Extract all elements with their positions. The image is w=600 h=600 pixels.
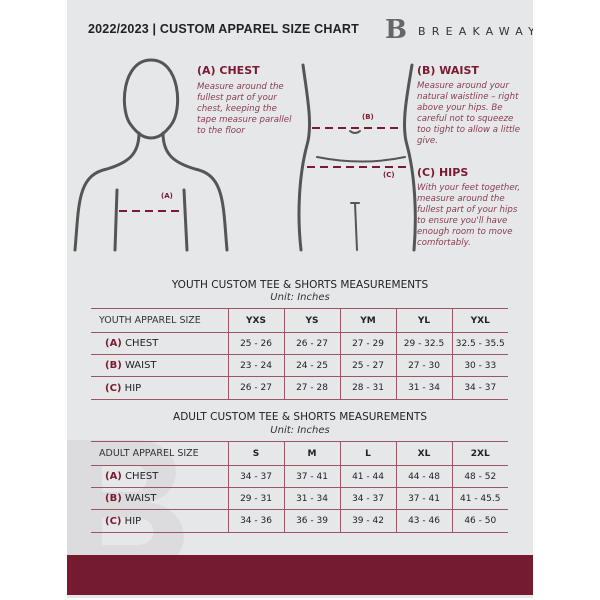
size-header: YM xyxy=(340,308,397,333)
hip-marker: (C) xyxy=(383,171,395,179)
table-row: (C) HIP 26 - 27 27 - 28 28 - 31 31 - 34 34 -… xyxy=(91,376,508,400)
cell: 43 - 46 xyxy=(396,509,453,533)
cell: 27 - 30 xyxy=(396,354,453,377)
cell: 27 - 28 xyxy=(284,376,341,400)
table-header-row: ADULT APPAREL SIZE S M L XL 2XL xyxy=(91,441,508,466)
size-header: YXL xyxy=(470,315,490,326)
size-header: XL xyxy=(396,441,453,466)
cell: 29 - 31 xyxy=(228,487,285,510)
cell: 48 - 52 xyxy=(464,471,497,482)
youth-size-table: YOUTH APPAREL SIZE YXS YS YM YL YXL (A) … xyxy=(91,308,508,400)
cell: 34 - 37 xyxy=(340,487,397,510)
cell: 31 - 34 xyxy=(284,487,341,510)
size-header: 2XL xyxy=(470,448,490,459)
table-row: (A) CHEST 34 - 37 37 - 41 41 - 44 44 - 48 48… xyxy=(91,465,508,488)
size-chart-page: 2022/2023 | CUSTOM APPAREL SIZE CHART B … xyxy=(67,0,533,598)
cell: 28 - 31 xyxy=(340,376,397,400)
cell: 41 - 45.5 xyxy=(460,493,501,504)
table-row: (C) HIP 34 - 36 36 - 39 39 - 42 43 - 46 46 -… xyxy=(91,509,508,533)
waist-description: Measure around your natural waistline – … xyxy=(417,81,520,146)
cell: 25 - 26 xyxy=(228,332,285,355)
body-figures xyxy=(73,58,417,252)
brand-logo-icon: B xyxy=(385,15,407,45)
adult-unit: Unit: Inches xyxy=(270,425,330,436)
hips-description: With your feet together, measure around … xyxy=(417,183,521,248)
row-label: (C) HIP xyxy=(91,509,229,533)
youth-table-title: YOUTH CUSTOM TEE & SHORTS MEASUREMENTS xyxy=(171,279,429,291)
row-label: (C) HIP xyxy=(91,376,229,400)
row-label: (A) CHEST xyxy=(91,465,229,488)
row-label: (B) WAIST xyxy=(91,354,229,377)
table-row: (B) WAIST 29 - 31 31 - 34 34 - 37 37 - 41 41… xyxy=(91,487,508,510)
cell: 26 - 27 xyxy=(284,332,341,355)
hips-heading: (C) HIPS xyxy=(417,166,469,179)
adult-table-title: ADULT CUSTOM TEE & SHORTS MEASUREMENTS xyxy=(173,411,427,423)
size-header: M xyxy=(284,441,341,466)
cell: 27 - 29 xyxy=(340,332,397,355)
cell: 41 - 44 xyxy=(340,465,397,488)
brand-name: BREAKAWAY xyxy=(418,25,533,38)
chest-description: Measure around the fullest part of your … xyxy=(197,82,292,136)
lower-body-outline xyxy=(297,63,417,252)
cell: 39 - 42 xyxy=(340,509,397,533)
cell: 24 - 25 xyxy=(284,354,341,377)
row-label: (A) CHEST xyxy=(91,332,229,355)
waist-heading: (B) WAIST xyxy=(417,64,479,77)
cell: 32.5 - 35.5 xyxy=(455,338,505,349)
measure-lines xyxy=(119,127,411,212)
page-title: 2022/2023 | CUSTOM APPAREL SIZE CHART xyxy=(88,22,359,36)
youth-unit: Unit: Inches xyxy=(270,292,330,303)
cell: 34 - 37 xyxy=(464,383,497,393)
cell: 26 - 27 xyxy=(228,376,285,400)
cell: 31 - 34 xyxy=(396,376,453,400)
cell: 46 - 50 xyxy=(464,516,497,526)
table-header-row: YOUTH APPAREL SIZE YXS YS YM YL YXL xyxy=(91,308,508,333)
cell: 30 - 33 xyxy=(464,360,497,371)
header-label: YOUTH APPAREL SIZE xyxy=(91,308,229,333)
cell: 34 - 37 xyxy=(228,465,285,488)
cell: 34 - 36 xyxy=(228,509,285,533)
waist-marker: (B) xyxy=(362,113,374,121)
cell: 37 - 41 xyxy=(396,487,453,510)
cell: 23 - 24 xyxy=(228,354,285,377)
size-header: YL xyxy=(396,308,453,333)
table-row: (A) CHEST 25 - 26 26 - 27 27 - 29 29 - 32.5… xyxy=(91,332,508,355)
cell: 37 - 41 xyxy=(284,465,341,488)
size-header: L xyxy=(340,441,397,466)
header-label: ADULT APPAREL SIZE xyxy=(91,441,229,466)
table-row: (B) WAIST 23 - 24 24 - 25 25 - 27 27 - 30 30… xyxy=(91,354,508,377)
size-header: S xyxy=(228,441,285,466)
cell: 36 - 39 xyxy=(284,509,341,533)
size-header: YS xyxy=(284,308,341,333)
cell: 29 - 32.5 xyxy=(396,332,453,355)
footer-band xyxy=(67,555,533,595)
chest-marker: (A) xyxy=(161,192,173,200)
cell: 44 - 48 xyxy=(396,465,453,488)
cell: 25 - 27 xyxy=(340,354,397,377)
row-label: (B) WAIST xyxy=(91,487,229,510)
chest-heading: (A) CHEST xyxy=(197,64,260,77)
size-header: YXS xyxy=(228,308,285,333)
adult-size-table: ADULT APPAREL SIZE S M L XL 2XL (A) CHES… xyxy=(91,441,508,533)
upper-body-outline xyxy=(73,58,229,252)
